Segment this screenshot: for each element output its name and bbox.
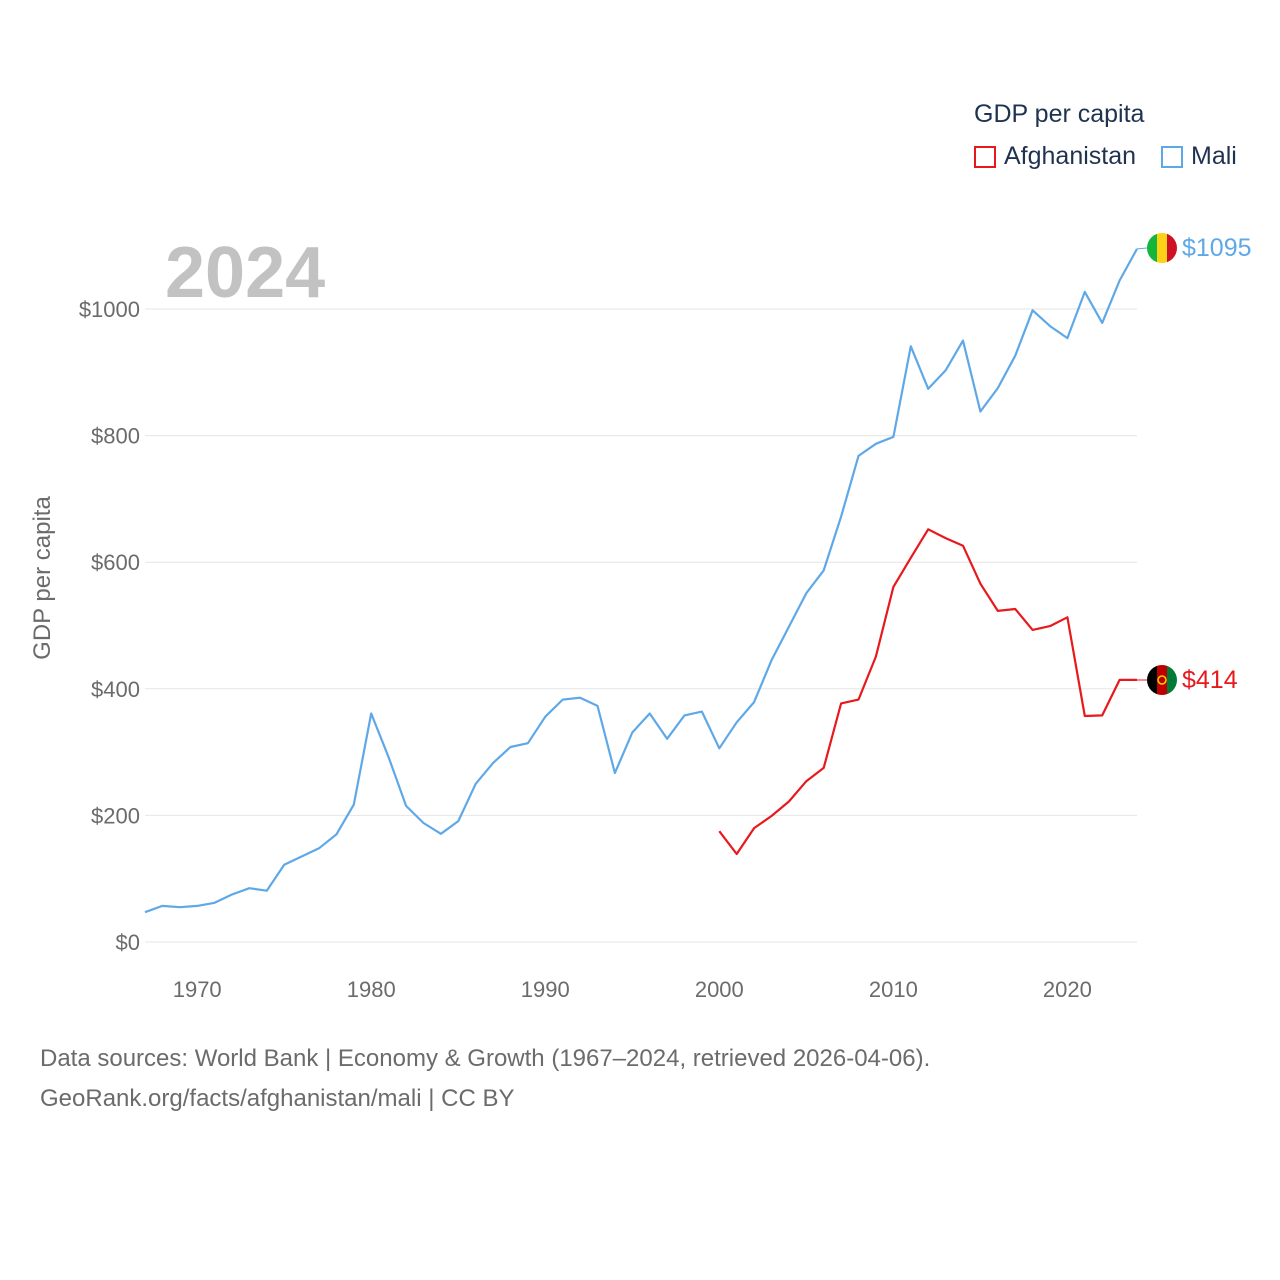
x-tick-label: 1980: [347, 977, 396, 1002]
y-tick-label: $200: [91, 803, 140, 828]
x-tick-label: 2010: [869, 977, 918, 1002]
end-value-label-mali: $1095: [1182, 234, 1252, 262]
data-source-note: Data sources: World Bank | Economy & Gro…: [40, 1045, 931, 1072]
series-line-mali[interactable]: [144, 248, 1138, 914]
legend-item-mali[interactable]: Mali: [1161, 142, 1237, 171]
series-group: $1095 $414: [144, 234, 1252, 914]
afghanistan-flag-icon: [1147, 665, 1177, 695]
y-tick-label: $600: [91, 550, 140, 575]
legend-label-afghanistan: Afghanistan: [1004, 142, 1137, 170]
x-tick-label: 1990: [521, 977, 570, 1002]
legend-swatch-afghanistan: [974, 145, 996, 168]
legend-swatch-mali: [1161, 145, 1183, 168]
y-axis-ticks: $0 $200 $400 $600 $800 $1000: [79, 297, 140, 955]
y-tick-label: $400: [91, 677, 140, 702]
x-tick-label: 2020: [1043, 977, 1092, 1002]
legend-label-mali: Mali: [1191, 142, 1237, 170]
attribution-note: GeoRank.org/facts/afghanistan/mali | CC …: [40, 1085, 515, 1112]
current-year-label: 2024: [165, 233, 326, 313]
legend-item-afghanistan[interactable]: Afghanistan: [974, 142, 1136, 171]
y-axis-title: GDP per capita: [29, 496, 56, 660]
y-tick-label: $0: [116, 930, 140, 955]
grid-lines: [145, 308, 1137, 943]
end-value-label-afghanistan: $414: [1182, 666, 1238, 694]
legend-title: GDP per capita: [974, 100, 1145, 128]
y-tick-label: $800: [91, 424, 140, 449]
series-line-afghanistan[interactable]: [718, 528, 1137, 856]
x-axis-ticks: 1970 1980 1990 2000 2010 2020: [173, 977, 1092, 1002]
x-tick-label: 2000: [695, 977, 744, 1002]
mali-flag-icon: [1147, 233, 1177, 263]
end-connector-mali: [1136, 247, 1148, 250]
x-tick-label: 1970: [173, 977, 222, 1002]
y-tick-label: $1000: [79, 297, 140, 322]
